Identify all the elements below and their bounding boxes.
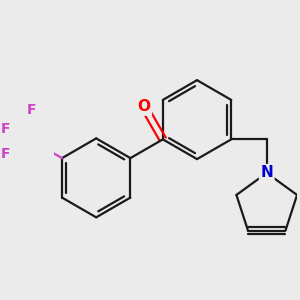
- Text: O: O: [138, 99, 151, 114]
- Text: F: F: [1, 147, 10, 161]
- Text: F: F: [27, 103, 36, 117]
- Text: N: N: [260, 165, 273, 180]
- Text: F: F: [1, 122, 10, 136]
